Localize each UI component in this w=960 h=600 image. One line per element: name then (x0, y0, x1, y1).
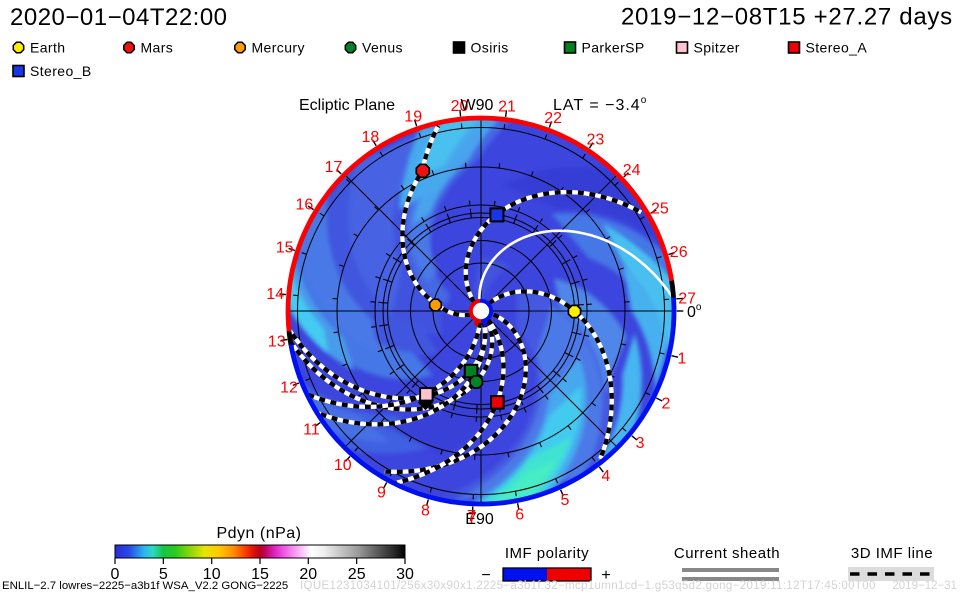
svg-text:Mars: Mars (141, 40, 174, 56)
svg-text:14: 14 (266, 286, 284, 303)
svg-text:10: 10 (203, 566, 221, 583)
svg-text:6: 6 (515, 506, 524, 523)
svg-text:13: 13 (268, 334, 286, 351)
svg-text:15: 15 (276, 240, 294, 257)
svg-text:30: 30 (396, 566, 414, 583)
svg-text:Current sheath: Current sheath (674, 545, 780, 562)
svg-text:27: 27 (678, 291, 696, 308)
svg-text:Stereo_B: Stereo_B (30, 63, 92, 79)
svg-text:2020−01−04T22:00: 2020−01−04T22:00 (10, 4, 228, 31)
svg-text:E90: E90 (465, 511, 494, 528)
svg-text:Venus: Venus (362, 40, 403, 56)
svg-text:16: 16 (296, 197, 314, 214)
svg-text:17: 17 (325, 159, 343, 176)
svg-text:11: 11 (303, 421, 320, 438)
svg-text:15: 15 (251, 566, 269, 583)
svg-text:5: 5 (561, 492, 570, 509)
svg-text:Pdyn (nPa): Pdyn (nPa) (216, 525, 301, 542)
svg-text:−: − (481, 567, 490, 584)
svg-text:20: 20 (299, 566, 317, 583)
svg-text:5: 5 (159, 566, 168, 583)
svg-text:Ecliptic Plane: Ecliptic Plane (299, 97, 395, 114)
svg-text:2019−12−08T15 +27.27 days: 2019−12−08T15 +27.27 days (621, 4, 953, 31)
svg-text:Earth: Earth (30, 40, 65, 56)
svg-text:26: 26 (670, 244, 688, 261)
svg-text:19: 19 (404, 109, 422, 126)
svg-text:10: 10 (334, 457, 352, 474)
svg-text:1: 1 (678, 351, 687, 368)
svg-text:Osiris: Osiris (471, 40, 509, 56)
svg-text:23: 23 (587, 132, 605, 149)
svg-text:18: 18 (362, 129, 380, 146)
svg-text:ENLIL−2.7 lowres−2225−a3b1f WS: ENLIL−2.7 lowres−2225−a3b1f WSA_V2.2 GON… (2, 580, 288, 592)
svg-text:+: + (601, 567, 610, 584)
svg-text:LAT = −3.4o: LAT = −3.4o (553, 95, 647, 114)
svg-text:Stereo_A: Stereo_A (806, 40, 868, 56)
svg-text:8: 8 (421, 502, 430, 519)
svg-text:ParkerSP: ParkerSP (582, 40, 645, 56)
svg-text:7: 7 (468, 510, 477, 527)
svg-text:4: 4 (601, 468, 610, 485)
svg-text:24: 24 (623, 162, 641, 179)
svg-text:9: 9 (377, 484, 386, 501)
svg-text:3: 3 (636, 435, 645, 452)
svg-text:Mercury: Mercury (252, 40, 305, 56)
svg-text:0: 0 (111, 566, 120, 583)
svg-text:25: 25 (651, 200, 669, 217)
svg-text:3D IMF line: 3D IMF line (851, 545, 933, 562)
svg-text:12: 12 (280, 380, 298, 397)
svg-text:21: 21 (498, 99, 516, 116)
svg-text:IQUE1231034101/256x30x90x1.222: IQUE1231034101/256x30x90x1.2225−a3b1f.32… (300, 580, 876, 592)
svg-text:20: 20 (451, 98, 469, 115)
svg-text:Spitzer: Spitzer (694, 40, 740, 56)
svg-text:2019−12−31: 2019−12−31 (892, 580, 957, 592)
svg-text:IMF polarity: IMF polarity (505, 545, 589, 562)
svg-text:22: 22 (544, 110, 562, 127)
svg-text:2: 2 (662, 395, 671, 412)
svg-text:25: 25 (348, 566, 366, 583)
svg-text:W90: W90 (461, 97, 494, 114)
svg-text:7: 7 (467, 508, 476, 525)
